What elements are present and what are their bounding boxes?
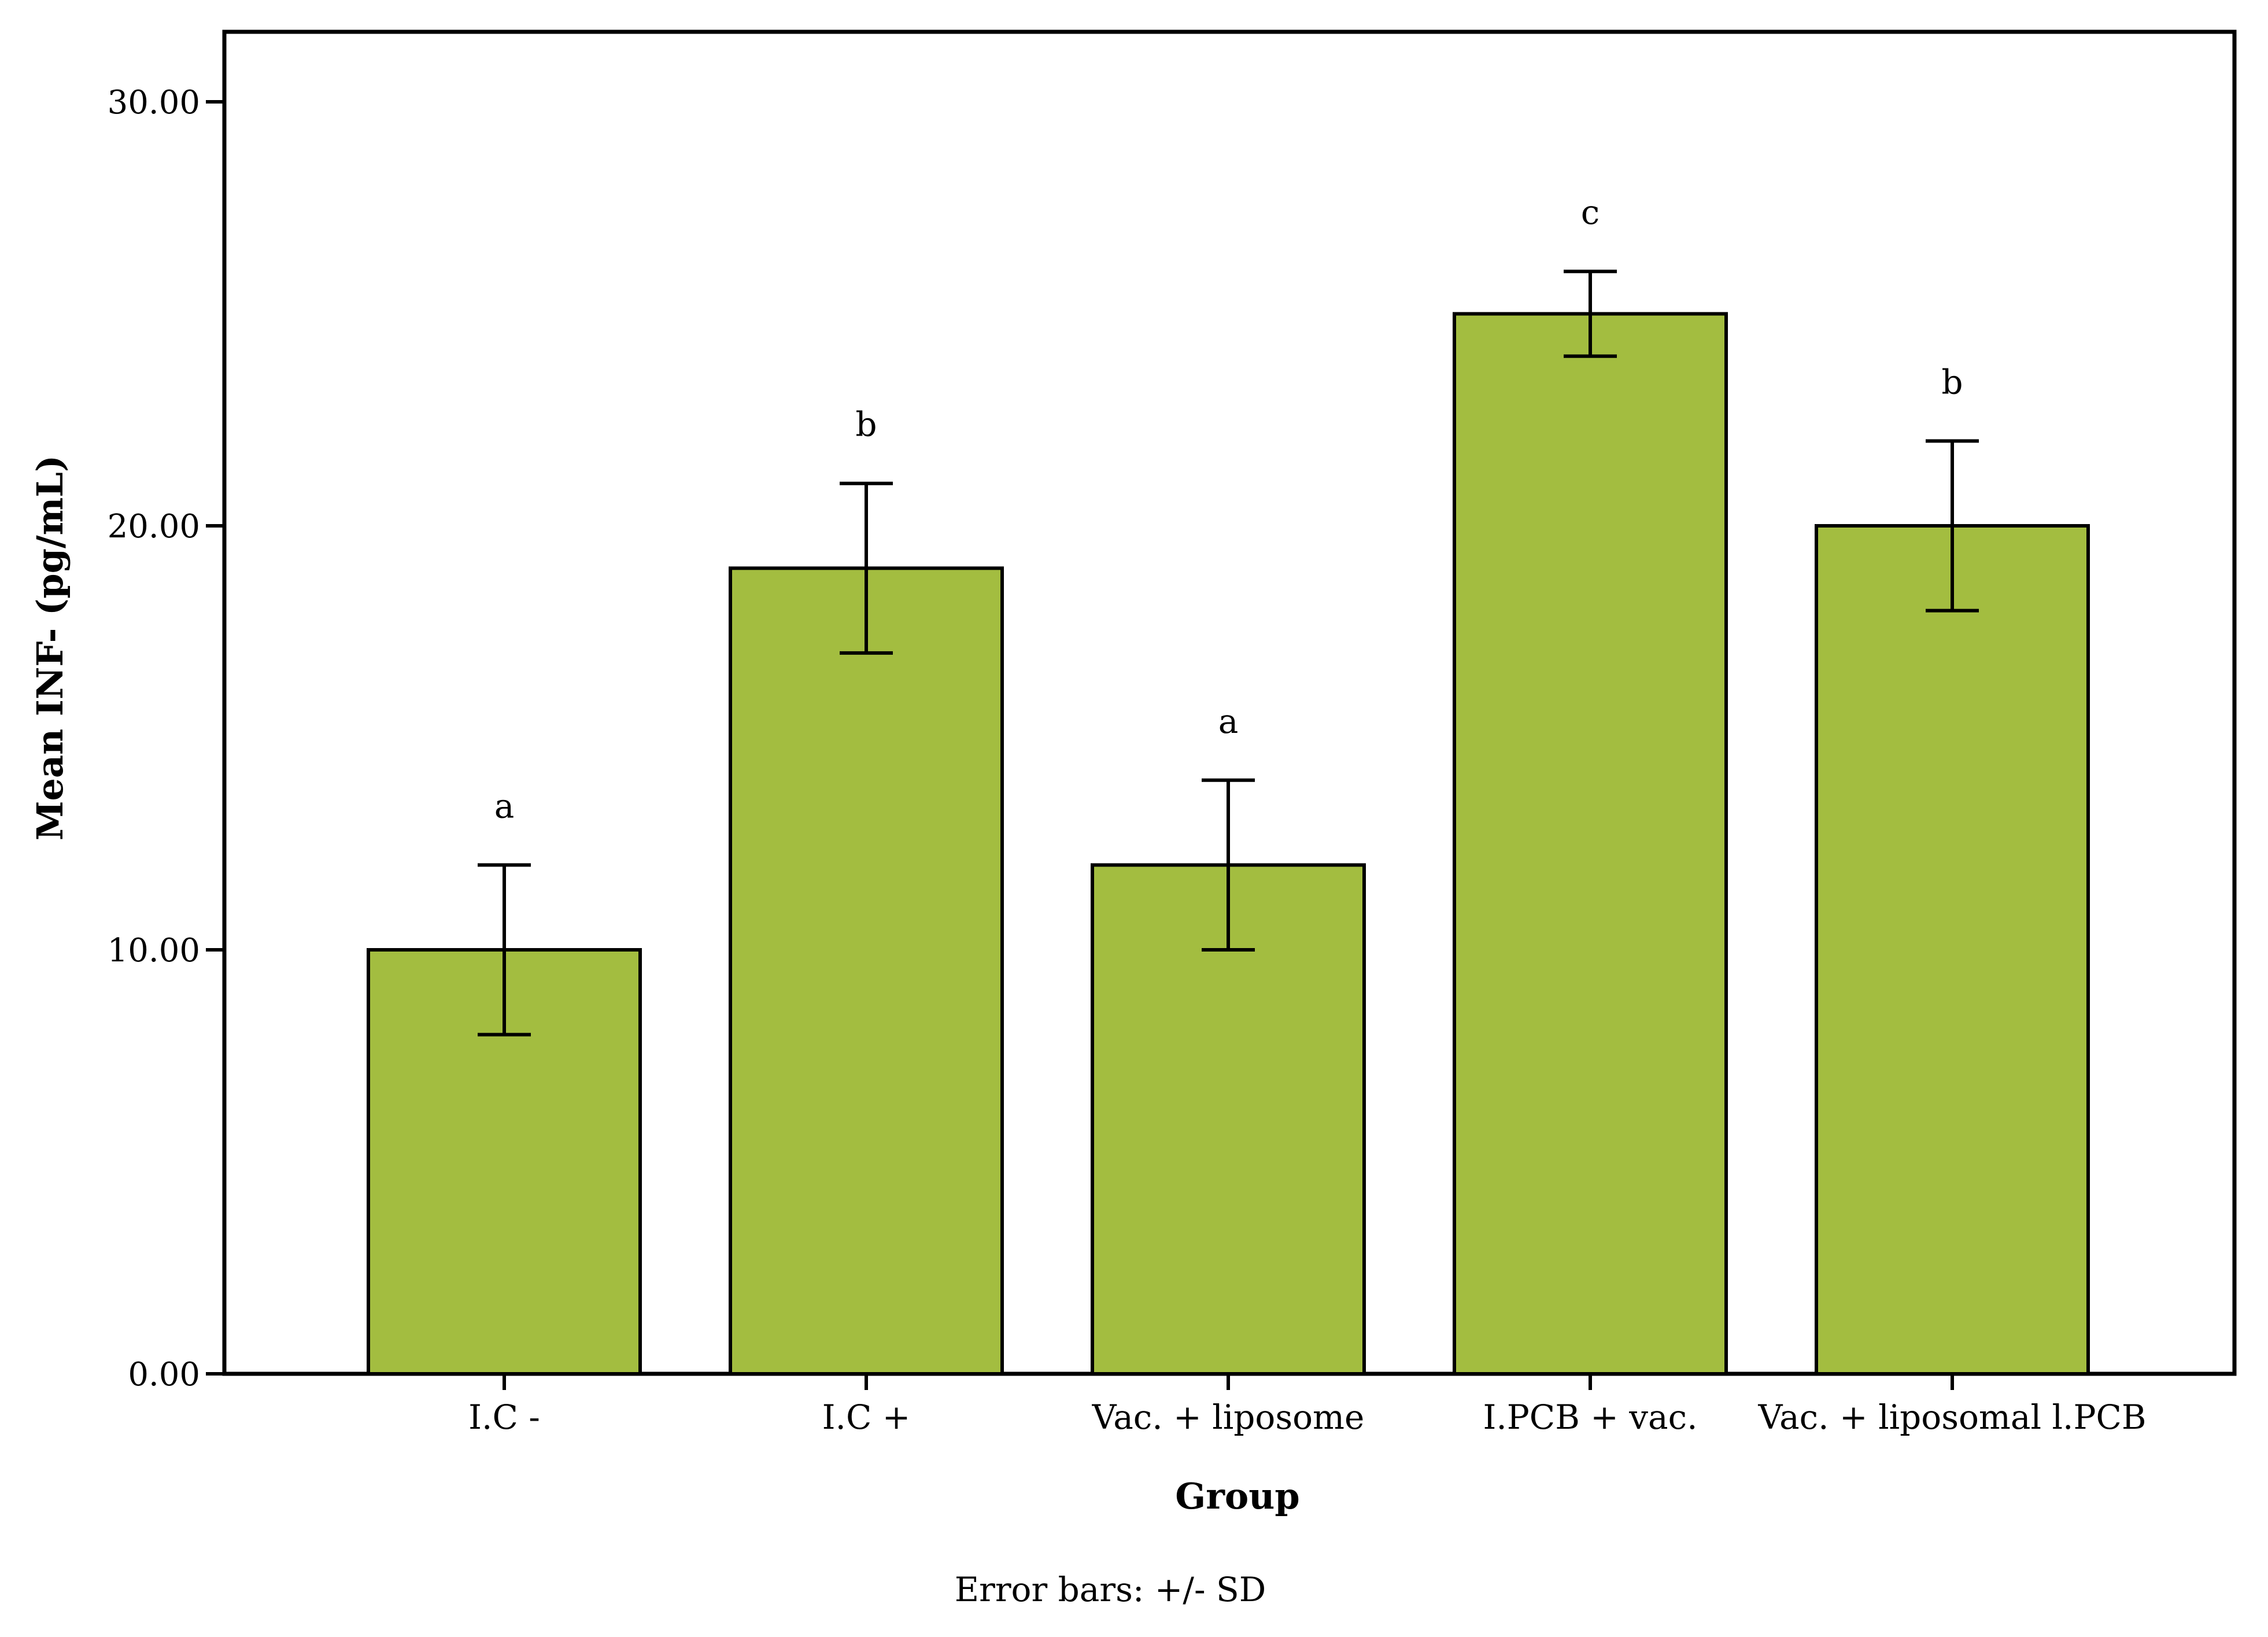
- x-category-label: I.PCB + vac.: [1483, 1398, 1697, 1437]
- x-category-label: I.C -: [468, 1398, 540, 1437]
- x-axis-title: Group: [1175, 1475, 1299, 1517]
- bar: [1815, 524, 2090, 1376]
- y-axis-title: Mean INF- (pg/mL): [29, 455, 71, 840]
- bar: [1453, 312, 1728, 1376]
- x-category-label: Vac. + liposome: [1092, 1398, 1365, 1437]
- significance-label: a: [1218, 702, 1239, 741]
- bars-layer: a b a c b: [367, 193, 2090, 1376]
- y-tick-label: 30.00: [108, 84, 200, 121]
- significance-label: a: [494, 786, 515, 825]
- significance-label: b: [1941, 362, 1963, 401]
- bar: [729, 566, 1004, 1376]
- x-category-label: I.C +: [822, 1398, 911, 1437]
- significance-label: c: [1581, 193, 1600, 232]
- y-tick-label: 10.00: [108, 932, 200, 969]
- y-tick-label: 20.00: [108, 508, 200, 545]
- y-tick-label: 0.00: [128, 1356, 200, 1393]
- x-category-label: Vac. + liposomal l.PCB: [1758, 1398, 2147, 1437]
- axis-layer: 0.00 10.00 20.00 30.00 I.C - I.C + Vac. + lipo…: [108, 84, 2147, 1437]
- error-bars-footnote: Error bars: +/- SD: [955, 1570, 1266, 1609]
- significance-label: b: [855, 405, 877, 444]
